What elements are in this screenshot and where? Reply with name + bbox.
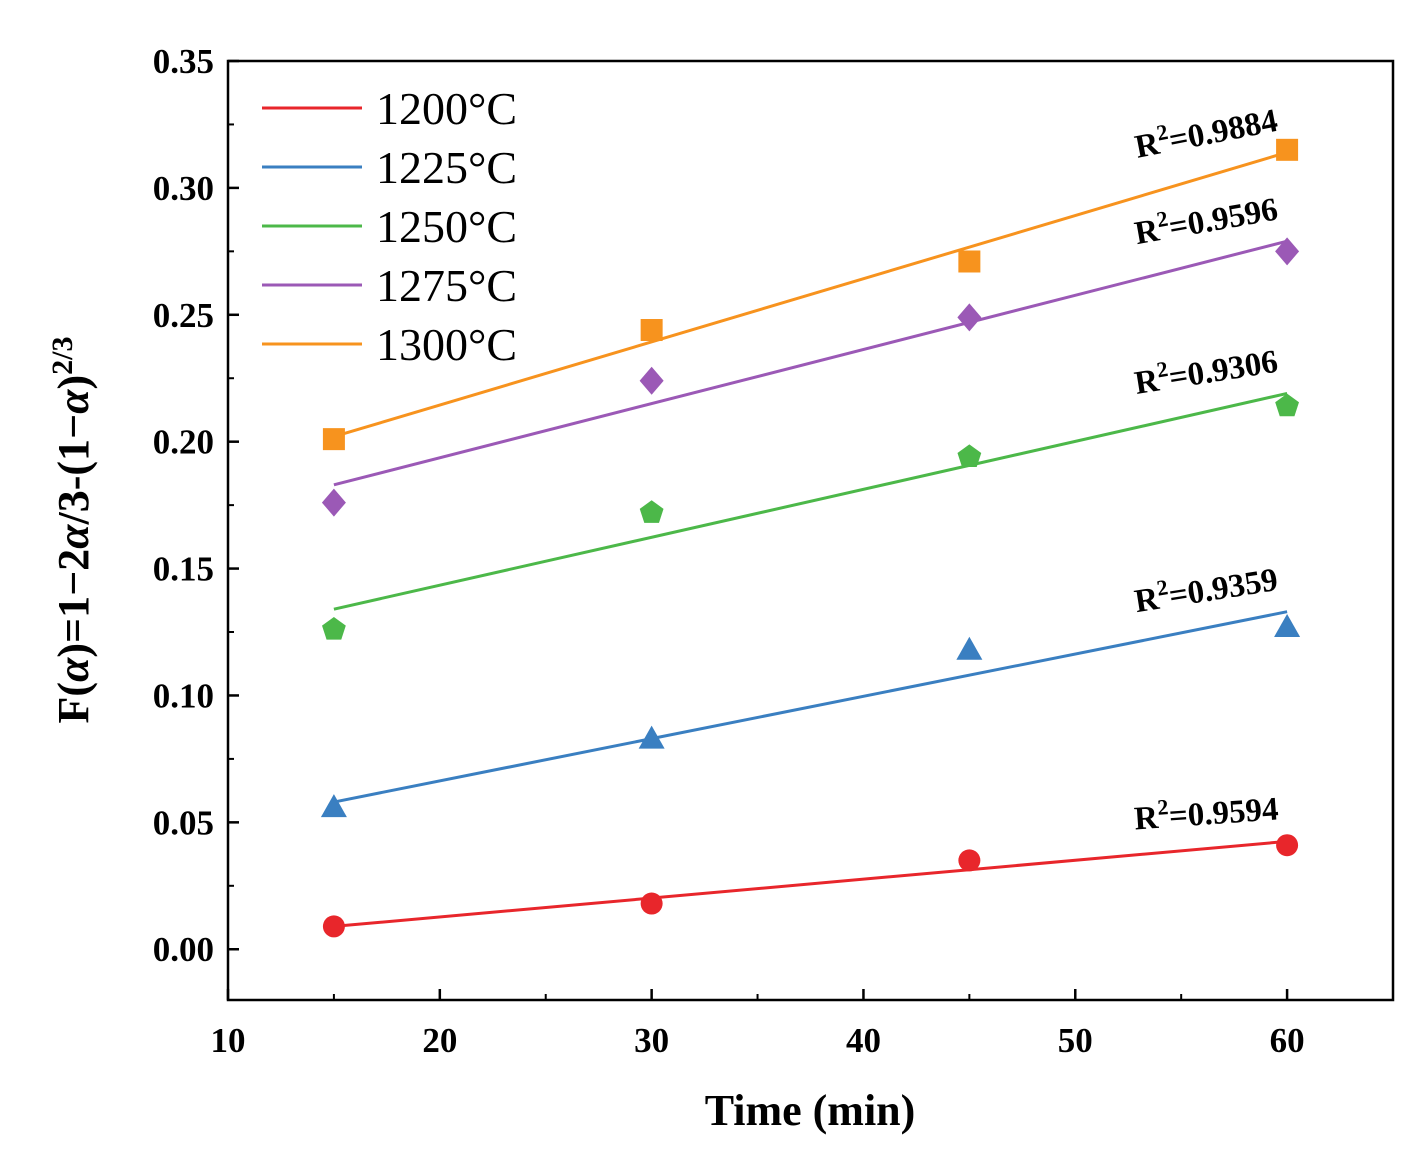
r2-annotation: R2=0.9884 bbox=[1131, 98, 1281, 166]
x-tick-label: 30 bbox=[634, 1021, 669, 1060]
data-point-diamond bbox=[1275, 237, 1300, 266]
r2-label: R2=0.9594 bbox=[1133, 786, 1280, 837]
data-point-diamond bbox=[321, 488, 346, 517]
fit-line bbox=[333, 391, 1288, 611]
x-tick-label: 50 bbox=[1058, 1021, 1093, 1060]
data-point-circle bbox=[958, 849, 981, 872]
data-point-square bbox=[640, 319, 663, 342]
fit-line bbox=[333, 839, 1288, 928]
data-point-triangle bbox=[956, 636, 983, 660]
x-tick-label: 40 bbox=[846, 1021, 881, 1060]
r2-annotation: R2=0.9596 bbox=[1131, 187, 1280, 253]
legend-label: 1300°C bbox=[376, 319, 517, 370]
r2-label: R2=0.9359 bbox=[1131, 557, 1280, 620]
y-tick-label: 0.05 bbox=[153, 803, 214, 842]
x-tick-label: 10 bbox=[211, 1021, 246, 1060]
data-point-circle bbox=[1276, 834, 1299, 857]
data-point-triangle bbox=[638, 725, 665, 749]
r2-symbol: R bbox=[1133, 800, 1160, 838]
axis-ticks: 10 20 30 40 50 60 0.00 0.05 0.10 0.15 0.20 0.25 0.30… bbox=[153, 42, 1305, 1060]
x-tick-label: 20 bbox=[422, 1021, 457, 1060]
data-point-pentagon bbox=[639, 500, 664, 523]
y-title-part-2: )=1−2 bbox=[49, 549, 98, 658]
r2-label: R2=0.9306 bbox=[1131, 339, 1280, 402]
r2-exponent: 2 bbox=[1155, 206, 1170, 233]
x-tick-label: 60 bbox=[1270, 1021, 1305, 1060]
r2-exponent: 2 bbox=[1154, 119, 1170, 146]
x-axis-title: Time (min) bbox=[705, 1086, 916, 1135]
y-title-exponent: 2/3 bbox=[46, 337, 79, 375]
plot-frame bbox=[226, 59, 1395, 1002]
r2-exponent: 2 bbox=[1155, 574, 1170, 600]
fit-lines bbox=[333, 150, 1288, 928]
r2-label: R2=0.9884 bbox=[1131, 98, 1281, 166]
fit-line bbox=[333, 610, 1288, 804]
data-point-diamond bbox=[639, 366, 664, 395]
y-title-part-1: F( bbox=[49, 682, 98, 724]
r2-annotation: R2=0.9594 bbox=[1133, 786, 1280, 837]
legend-label: 1200°C bbox=[376, 83, 517, 134]
fit-line bbox=[333, 239, 1288, 487]
data-point-triangle bbox=[320, 794, 347, 818]
y-title-alpha-2: α bbox=[49, 524, 98, 549]
y-title-part-3: /3-(1− bbox=[49, 414, 98, 526]
data-markers bbox=[320, 138, 1301, 938]
legend-label: 1250°C bbox=[376, 201, 517, 252]
r2-annotations: R2=0.9594R2=0.9359R2=0.9306R2=0.9596R2=0… bbox=[1131, 98, 1281, 838]
r2-annotation: R2=0.9306 bbox=[1131, 339, 1280, 402]
y-tick-label: 0.35 bbox=[153, 42, 214, 81]
data-point-circle bbox=[322, 915, 345, 938]
legend-label: 1275°C bbox=[376, 260, 517, 311]
fit-line bbox=[333, 150, 1288, 439]
y-tick-label: 0.20 bbox=[153, 423, 214, 462]
data-point-circle bbox=[640, 892, 663, 915]
y-title-alpha-1: α bbox=[49, 657, 98, 682]
y-tick-label: 0.30 bbox=[153, 169, 214, 208]
data-point-triangle bbox=[1274, 613, 1301, 637]
y-tick-label: 0.25 bbox=[153, 296, 214, 335]
y-axis-title: F(α)=1−2α/3-(1−α)2/3 bbox=[46, 337, 98, 724]
y-tick-label: 0.00 bbox=[153, 930, 214, 969]
data-point-pentagon bbox=[322, 616, 346, 640]
legend: 1200°C 1225°C 1250°C 1275°C 1300°C bbox=[262, 83, 517, 370]
r2-value: =0.9594 bbox=[1168, 791, 1280, 835]
y-tick-label: 0.15 bbox=[153, 550, 214, 589]
r2-value: =0.9306 bbox=[1166, 344, 1280, 397]
data-point-diamond bbox=[957, 303, 982, 332]
data-point-square bbox=[322, 428, 345, 451]
r2-exponent: 2 bbox=[1157, 794, 1170, 820]
y-title-alpha-3: α bbox=[49, 389, 98, 414]
data-point-square bbox=[958, 250, 981, 273]
data-point-pentagon bbox=[1275, 393, 1299, 417]
y-title-part-4: ) bbox=[49, 375, 98, 390]
r2-value: =0.9596 bbox=[1166, 192, 1280, 246]
r2-value: =0.9884 bbox=[1166, 103, 1280, 159]
data-point-square bbox=[1276, 138, 1299, 161]
legend-label: 1225°C bbox=[376, 142, 517, 193]
r2-annotation: R2=0.9359 bbox=[1131, 557, 1280, 620]
y-tick-label: 0.10 bbox=[153, 676, 214, 715]
r2-exponent: 2 bbox=[1155, 356, 1170, 382]
data-point-pentagon bbox=[957, 444, 982, 468]
r2-label: R2=0.9596 bbox=[1131, 187, 1280, 252]
r2-value: =0.9359 bbox=[1166, 562, 1280, 615]
